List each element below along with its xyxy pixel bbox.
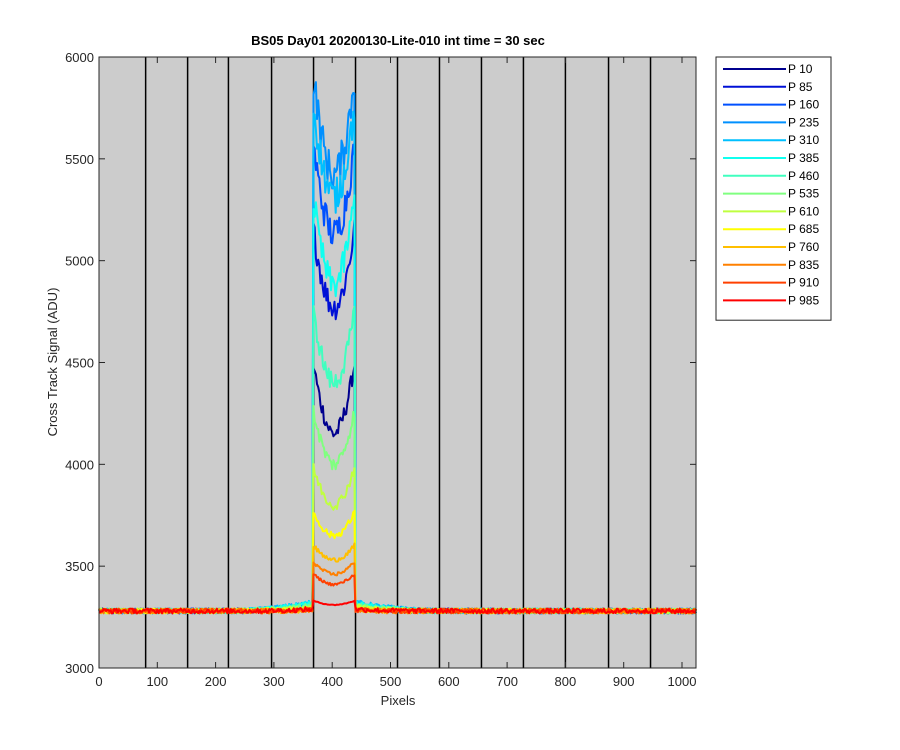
x-axis-label: Pixels: [381, 693, 416, 708]
legend-entry: P 385: [788, 151, 819, 165]
y-tick-label: 3500: [65, 559, 94, 574]
legend-entry: P 85: [788, 80, 813, 94]
legend-entry: P 460: [788, 169, 819, 183]
legend-entry: P 610: [788, 204, 819, 218]
legend-entry: P 685: [788, 222, 819, 236]
x-tick-label: 600: [438, 674, 460, 689]
x-tick-label: 900: [613, 674, 635, 689]
x-tick-label: 0: [95, 674, 102, 689]
chart-title: BS05 Day01 20200130-Lite-010 int time = …: [251, 33, 545, 48]
x-tick-label: 200: [205, 674, 227, 689]
legend-entry: P 160: [788, 98, 819, 112]
x-tick-label: 500: [380, 674, 402, 689]
y-axis: 3000 3500 4000 4500 5000 5500 6000: [65, 50, 696, 676]
legend: P 10 P 85 P 160 P 235 P 310 P 385 P 460 P 535 P …: [715, 56, 832, 321]
y-tick-label: 6000: [65, 50, 94, 65]
legend-box: [715, 56, 832, 321]
legend-entry: P 10: [788, 62, 813, 76]
y-tick-label: 5500: [65, 152, 94, 167]
x-tick-label: 400: [321, 674, 343, 689]
legend-entry: P 985: [788, 293, 819, 307]
y-tick-label: 4000: [65, 457, 94, 472]
legend-entry: P 235: [788, 115, 819, 129]
legend-entry: P 910: [788, 276, 819, 290]
y-axis-label: Cross Track Signal (ADU): [45, 288, 60, 437]
legend-entry: P 535: [788, 187, 819, 201]
x-tick-label: 300: [263, 674, 285, 689]
series-line: [98, 599, 697, 615]
x-axis: 0 100 200 300 400 500 600 700 800 900 1000: [95, 57, 696, 689]
x-tick-label: 1000: [668, 674, 697, 689]
legend-entry: P 310: [788, 133, 819, 147]
y-tick-label: 5000: [65, 254, 94, 269]
x-tick-label: 100: [146, 674, 168, 689]
plot-area: [98, 56, 697, 669]
x-tick-label: 800: [555, 674, 577, 689]
y-tick-label: 3000: [65, 661, 94, 676]
y-tick-label: 4500: [65, 356, 94, 371]
x-tick-label: 700: [496, 674, 518, 689]
legend-entry: P 835: [788, 258, 819, 272]
legend-entry: P 760: [788, 240, 819, 254]
